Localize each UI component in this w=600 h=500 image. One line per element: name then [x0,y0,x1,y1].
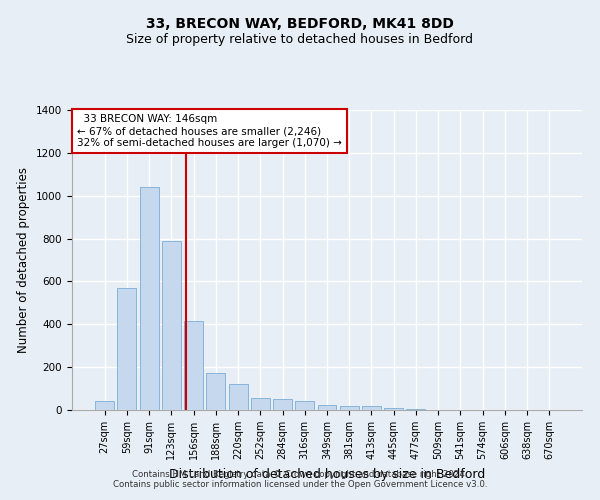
Bar [206,372,225,410]
Text: Contains HM Land Registry data © Crown copyright and database right 2024.: Contains HM Land Registry data © Crown c… [132,470,468,479]
Bar [362,406,381,410]
X-axis label: Distribution of detached houses by size in Bedford: Distribution of detached houses by size … [169,468,485,480]
Text: Contains public sector information licensed under the Open Government Licence v3: Contains public sector information licen… [113,480,487,489]
Bar [118,288,136,410]
Y-axis label: Number of detached properties: Number of detached properties [17,167,31,353]
Bar [184,321,203,410]
Bar [162,240,181,410]
Bar [406,409,425,410]
Bar [95,402,114,410]
Bar [384,408,403,410]
Bar [251,398,270,410]
Bar [295,402,314,410]
Bar [229,384,248,410]
Bar [340,406,359,410]
Text: Size of property relative to detached houses in Bedford: Size of property relative to detached ho… [127,32,473,46]
Bar [140,187,158,410]
Bar [273,400,292,410]
Text: 33, BRECON WAY, BEDFORD, MK41 8DD: 33, BRECON WAY, BEDFORD, MK41 8DD [146,18,454,32]
Bar [317,404,337,410]
Text: 33 BRECON WAY: 146sqm
← 67% of detached houses are smaller (2,246)
32% of semi-d: 33 BRECON WAY: 146sqm ← 67% of detached … [77,114,342,148]
